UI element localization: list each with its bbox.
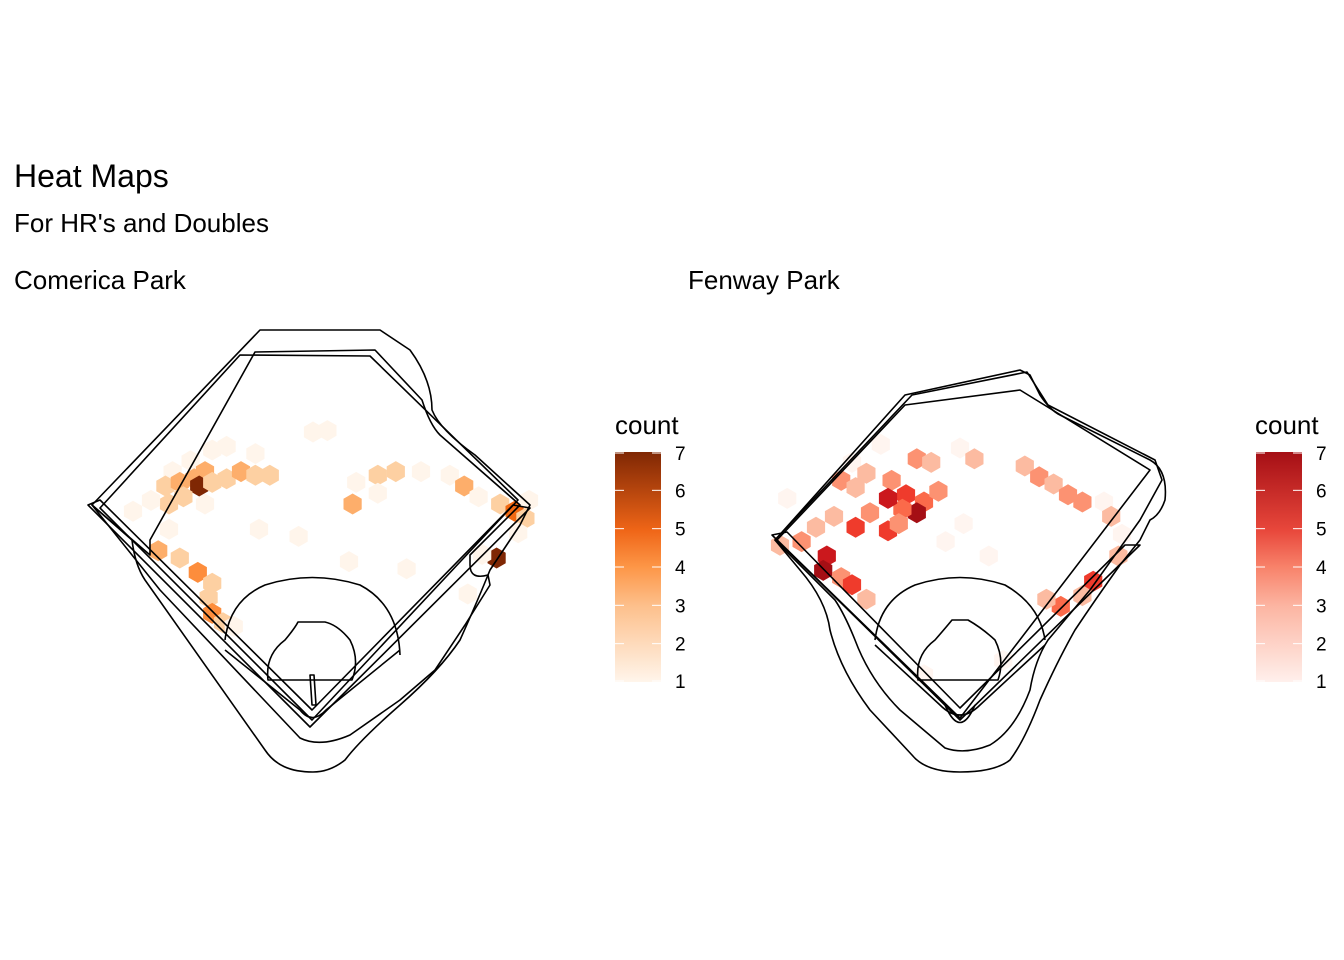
legend-tick-label: 1 [675, 672, 686, 693]
hexbin-cell [347, 471, 366, 493]
stadium-outline-comerica [87, 329, 531, 773]
panel-title-fenway: Fenway Park [688, 265, 840, 295]
hexbin-cell [203, 471, 222, 493]
hexbin-cell [1094, 491, 1114, 513]
hexbin-cell [343, 493, 362, 515]
hexbin-layer-comerica [123, 420, 539, 637]
legend-tick-label: 1 [1316, 672, 1327, 693]
legend-tick-label: 5 [675, 520, 686, 541]
hexbin-cell [1030, 466, 1049, 488]
legend-tick-label: 3 [1316, 596, 1327, 617]
hexbin-cell [386, 461, 405, 483]
hexbin-cell [368, 482, 387, 504]
hexbin-cell [217, 468, 236, 490]
hexbin-cell [806, 516, 826, 538]
hexbin-cell [156, 475, 175, 497]
hexbin-cell [950, 437, 970, 459]
hexbin-cell [965, 448, 984, 470]
hexbin-cell [246, 464, 265, 486]
legend-title-comerica: count [615, 410, 679, 440]
hexbin-cell [871, 433, 890, 455]
legend-tick-label: 6 [1316, 481, 1327, 502]
hexbin-cell [846, 477, 865, 499]
hexbin-cell [368, 464, 387, 486]
hexbin-cell [260, 464, 279, 486]
hexbin-cell [339, 551, 359, 573]
hexbin-cell [440, 464, 459, 486]
plot-subtitle: For HR's and Doubles [14, 208, 269, 238]
hexbin-cell [929, 480, 948, 502]
hexbin-cell [188, 561, 207, 583]
plot-title: Heat Maps [14, 158, 169, 194]
hexbin-cell [954, 513, 973, 535]
hexbin-cell [1073, 491, 1092, 513]
hexbin-cell [289, 525, 308, 547]
hexbin-cell [860, 502, 880, 524]
hexbin-cell [303, 421, 323, 443]
panel-title-comerica: Comerica Park [14, 265, 186, 295]
stadium-outline-fenway [771, 369, 1167, 773]
legend-tick-label: 4 [675, 558, 686, 579]
hexbin-cell [149, 540, 168, 562]
hexbin-cell [181, 450, 200, 472]
hexbin-cell [318, 420, 337, 442]
hexbin-cell [469, 486, 488, 508]
hexbin-cell [159, 518, 179, 540]
hexbin-cell [907, 448, 926, 470]
hexbin-cell [778, 487, 797, 509]
legend-ticks-fenway: 1 2 3 4 5 6 7 [1256, 444, 1327, 693]
legend-tick-label: 6 [675, 481, 686, 502]
hexbin-cell [203, 439, 222, 461]
hexbin-cell [979, 545, 998, 567]
hexbin-cell [195, 493, 215, 515]
hexbin-cell [491, 493, 510, 515]
legend-tick-label: 2 [675, 635, 686, 656]
hexbin-cell [249, 518, 269, 540]
hexbin-cell [231, 461, 251, 483]
hexbin-cell [141, 489, 161, 511]
hexbin-cell [1109, 545, 1128, 567]
hexbin-cell [509, 522, 528, 544]
hexbin-cell [1015, 455, 1034, 477]
hexbin-cell [1037, 588, 1056, 610]
hexbin-cell [842, 574, 862, 596]
hexbin-cell [1102, 505, 1121, 527]
hexbin-cell [1044, 473, 1063, 495]
hexbin-cell [411, 461, 431, 483]
legend-tick-label: 2 [1316, 635, 1327, 656]
hexbin-cell [857, 462, 876, 484]
hexbin-layer-fenway [770, 433, 1132, 686]
hexbin-cell [123, 500, 143, 522]
hexbin-cell [170, 547, 189, 569]
hexbin-cell [397, 558, 416, 580]
legend-tick-label: 4 [1316, 558, 1327, 579]
hexbin-cell [922, 451, 941, 473]
legend-title-fenway: count [1255, 410, 1319, 440]
hexbin-cell [882, 469, 901, 491]
hexbin-cell [455, 475, 474, 497]
legend-ticks-comerica: 1 2 3 4 5 6 7 [615, 444, 686, 693]
hexbin-cell [1073, 585, 1092, 607]
hexbin-cell [1058, 484, 1078, 506]
hexbin-cell [246, 443, 265, 465]
hexbin-cell [519, 489, 539, 511]
hexbin-cell [824, 505, 844, 527]
hexbin-cell [857, 588, 876, 610]
legend-tick-label: 7 [675, 444, 686, 465]
hexbin-cell [878, 487, 898, 509]
hexbin-cell [458, 583, 477, 605]
legend-tick-label: 3 [675, 596, 686, 617]
hexbin-cell [792, 531, 811, 553]
hexbin-cell [936, 531, 955, 553]
hexbin-cell [907, 502, 926, 524]
hexbin-cell [174, 486, 193, 508]
hexbin-cell [217, 435, 236, 457]
legend-tick-label: 7 [1316, 444, 1327, 465]
hexbin-cell [846, 516, 865, 538]
hexbin-cell [1051, 595, 1070, 617]
hexbin-cell [889, 513, 908, 535]
hexbin-cell [1112, 523, 1132, 545]
legend-tick-label: 5 [1316, 520, 1327, 541]
